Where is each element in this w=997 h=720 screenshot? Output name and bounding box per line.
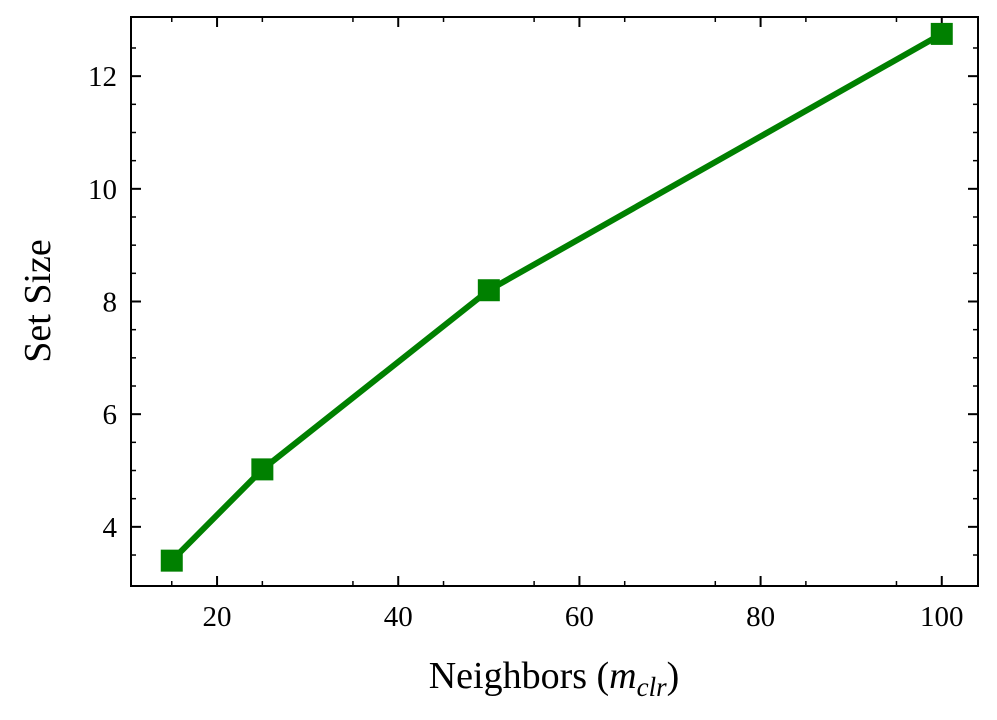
- x-tick-label: 80: [746, 601, 775, 633]
- x-tick-label: 40: [384, 601, 413, 633]
- data-point-marker: [477, 279, 500, 302]
- x-axis-title-text: Neighbors: [429, 655, 587, 697]
- x-tick-label: 100: [920, 601, 964, 633]
- y-tick-label: 12: [88, 61, 117, 93]
- y-tick-label: 4: [103, 512, 118, 544]
- series-line: [169, 31, 944, 563]
- plot-frame: [130, 16, 979, 587]
- axes: 20 40 60 80 100 4 6 8 10 12: [88, 17, 978, 633]
- y-tick-label: 10: [88, 174, 117, 206]
- x-axis-title: Neighbors (mclr): [429, 655, 680, 702]
- y-axis-title: Set Size: [17, 239, 59, 362]
- data-point-marker: [930, 22, 953, 45]
- y-tick-label: 6: [103, 399, 118, 431]
- data-point-marker: [251, 458, 274, 481]
- x-tick-label: 60: [565, 601, 594, 633]
- y-tick-label: 8: [103, 287, 118, 319]
- x-axis-title-subscript: clr: [637, 672, 667, 702]
- data-point-marker: [160, 549, 183, 572]
- x-tick-label: 20: [203, 601, 232, 633]
- x-axis-title-symbol: m: [609, 655, 636, 697]
- data-series: [160, 22, 953, 572]
